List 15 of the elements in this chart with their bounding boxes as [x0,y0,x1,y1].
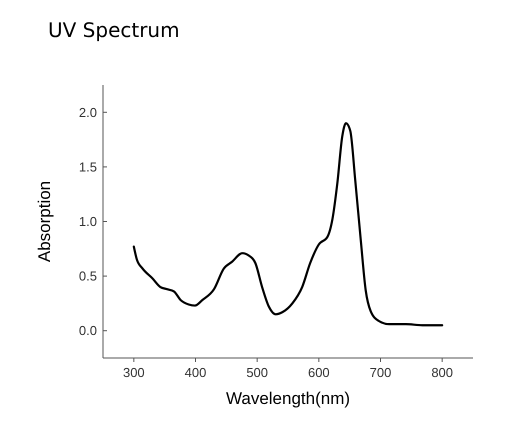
x-axis-title: Wavelength(nm) [226,389,350,408]
x-tick-label: 600 [308,365,330,380]
x-tick-label: 500 [246,365,268,380]
y-axis-title: Absorption [35,180,54,262]
y-tick-label: 1.5 [78,159,97,174]
x-tick-label: 700 [370,365,392,380]
y-tick-label: 1.0 [78,214,97,229]
y-tick-label: 0.0 [78,323,97,338]
x-tick-label: 300 [122,365,145,380]
x-tick-label: 800 [431,365,454,380]
y-tick-label: 0.5 [78,268,97,284]
y-tick-label: 2.0 [78,104,97,120]
line-series [132,122,444,326]
x-tick-label: 400 [184,365,206,380]
chart-title: UV Spectrum [48,18,180,42]
